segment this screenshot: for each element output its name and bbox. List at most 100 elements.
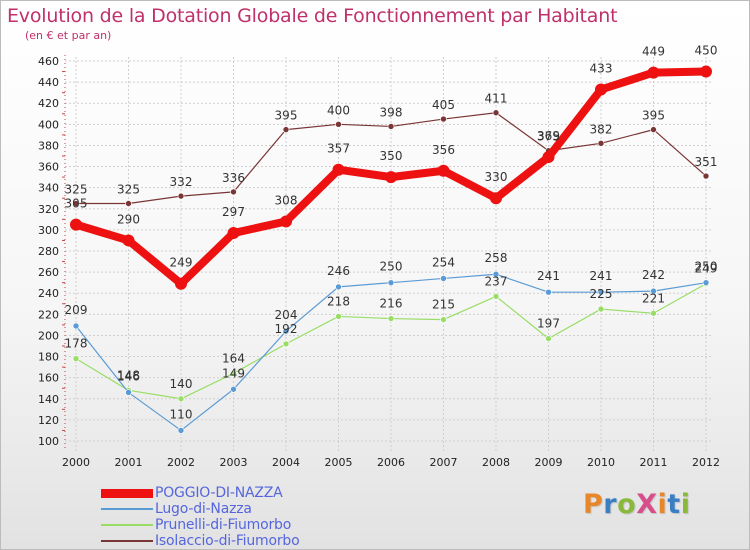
- data-label: 215: [432, 298, 455, 312]
- data-label: 411: [485, 92, 508, 106]
- data-point: [175, 277, 187, 290]
- x-tick-label: 2009: [535, 456, 563, 469]
- data-label: 246: [327, 264, 350, 278]
- x-tick-label: 2006: [377, 456, 405, 469]
- data-label: 450: [695, 44, 718, 58]
- x-tick-label: 2010: [587, 456, 615, 469]
- data-point: [230, 370, 237, 377]
- data-point: [125, 389, 132, 396]
- legend-swatch: [101, 488, 153, 498]
- data-label: 242: [642, 268, 665, 282]
- data-label: 225: [590, 287, 613, 301]
- data-label: 290: [117, 212, 140, 226]
- data-label: 382: [590, 122, 613, 136]
- data-label: 218: [327, 294, 350, 308]
- y-tick-label: 300: [38, 224, 59, 237]
- data-label: 395: [275, 109, 298, 123]
- data-label: 330: [485, 170, 508, 184]
- data-label: 221: [642, 291, 665, 305]
- data-point: [387, 279, 395, 286]
- legend-label: Lugo-di-Nazza: [155, 501, 252, 517]
- y-tick-label: 360: [38, 161, 59, 174]
- proxiti-logo: ProXiti: [583, 489, 690, 520]
- data-point: [335, 283, 342, 291]
- data-labels: 305 290 249 297 308 357 350 356 330 369 433 449 450 2…: [65, 44, 718, 422]
- data-point: [545, 335, 552, 342]
- y-tick-label: 420: [38, 97, 59, 110]
- data-point: [702, 279, 710, 286]
- data-point: [650, 287, 657, 295]
- data-label: 395: [642, 109, 665, 123]
- legend-label: Prunelli-di-Fiumorbo: [155, 517, 292, 533]
- data-point: [387, 315, 395, 322]
- y-tick-label: 160: [38, 372, 59, 385]
- data-point: [70, 218, 82, 231]
- y-tick-label: 140: [38, 393, 59, 406]
- data-label: 209: [65, 303, 88, 317]
- x-tick-label: 2004: [272, 456, 300, 469]
- y-tick-label: 180: [38, 351, 59, 364]
- data-label: 164: [222, 351, 245, 365]
- logo-letter: P: [583, 489, 604, 520]
- data-point: [280, 215, 292, 228]
- logo-letter: i: [680, 489, 691, 520]
- data-label: 254: [432, 255, 455, 269]
- data-label: 258: [485, 251, 508, 265]
- data-point: [440, 115, 447, 123]
- y-tick-label: 440: [38, 76, 59, 89]
- data-point: [332, 163, 345, 176]
- x-tick-label: 2011: [640, 456, 668, 469]
- data-label: 192: [275, 322, 298, 336]
- data-point: [437, 164, 450, 177]
- x-tick-label: 2005: [325, 456, 353, 469]
- chart-subtitle: (en € et par an): [25, 29, 112, 42]
- data-point: [492, 293, 500, 300]
- data-label: 140: [170, 377, 193, 391]
- data-point: [125, 200, 132, 207]
- data-label: 241: [590, 269, 613, 283]
- data-label: 405: [432, 98, 455, 112]
- legend-label: POGGIO-DI-NAZZA: [155, 485, 283, 501]
- data-point: [385, 171, 397, 184]
- data-label: 197: [537, 317, 560, 331]
- y-tick-label: 120: [38, 414, 59, 427]
- data-point: [227, 227, 240, 240]
- legend-swatch: [101, 508, 153, 510]
- logo-letter: X: [636, 489, 658, 520]
- data-label: 357: [327, 142, 350, 156]
- data-label: 398: [380, 105, 403, 119]
- y-tick-label: 400: [38, 118, 59, 131]
- data-label: 237: [485, 274, 508, 288]
- data-point: [440, 316, 447, 323]
- data-point: [177, 427, 185, 434]
- data-label: 449: [642, 45, 665, 59]
- y-tick-label: 380: [38, 139, 59, 152]
- data-label: 350: [380, 149, 403, 163]
- data-label: 216: [380, 297, 403, 311]
- data-point: [335, 313, 342, 320]
- logo-letter: t: [667, 489, 681, 520]
- logo-letter: o: [617, 489, 637, 520]
- x-tick-label: 2008: [482, 456, 510, 469]
- data-point: [647, 66, 660, 79]
- data-point: [230, 188, 237, 196]
- data-point: [597, 288, 605, 296]
- y-tick-labels: 100 120 140 160 180 200 220 240 260 280 300 320 340 3…: [38, 55, 59, 448]
- data-label: 351: [695, 155, 718, 169]
- data-label: 204: [275, 308, 298, 322]
- data-label: 325: [117, 183, 140, 197]
- data-label: 249: [695, 262, 718, 276]
- y-tick-label: 280: [38, 245, 59, 258]
- x-tick-labels: 2000 2001 2002 2003 2004 2005 2006 2007 2008 2009…: [62, 456, 720, 469]
- data-point: [492, 109, 500, 117]
- data-label: 148: [117, 368, 140, 382]
- data-point: [545, 288, 552, 296]
- x-tick-label: 2003: [220, 456, 248, 469]
- data-point: [177, 192, 185, 200]
- data-label: 110: [170, 407, 193, 421]
- series-poggio-di-nazza: [70, 65, 712, 290]
- y-tick-label: 220: [38, 308, 59, 321]
- data-point: [177, 395, 185, 403]
